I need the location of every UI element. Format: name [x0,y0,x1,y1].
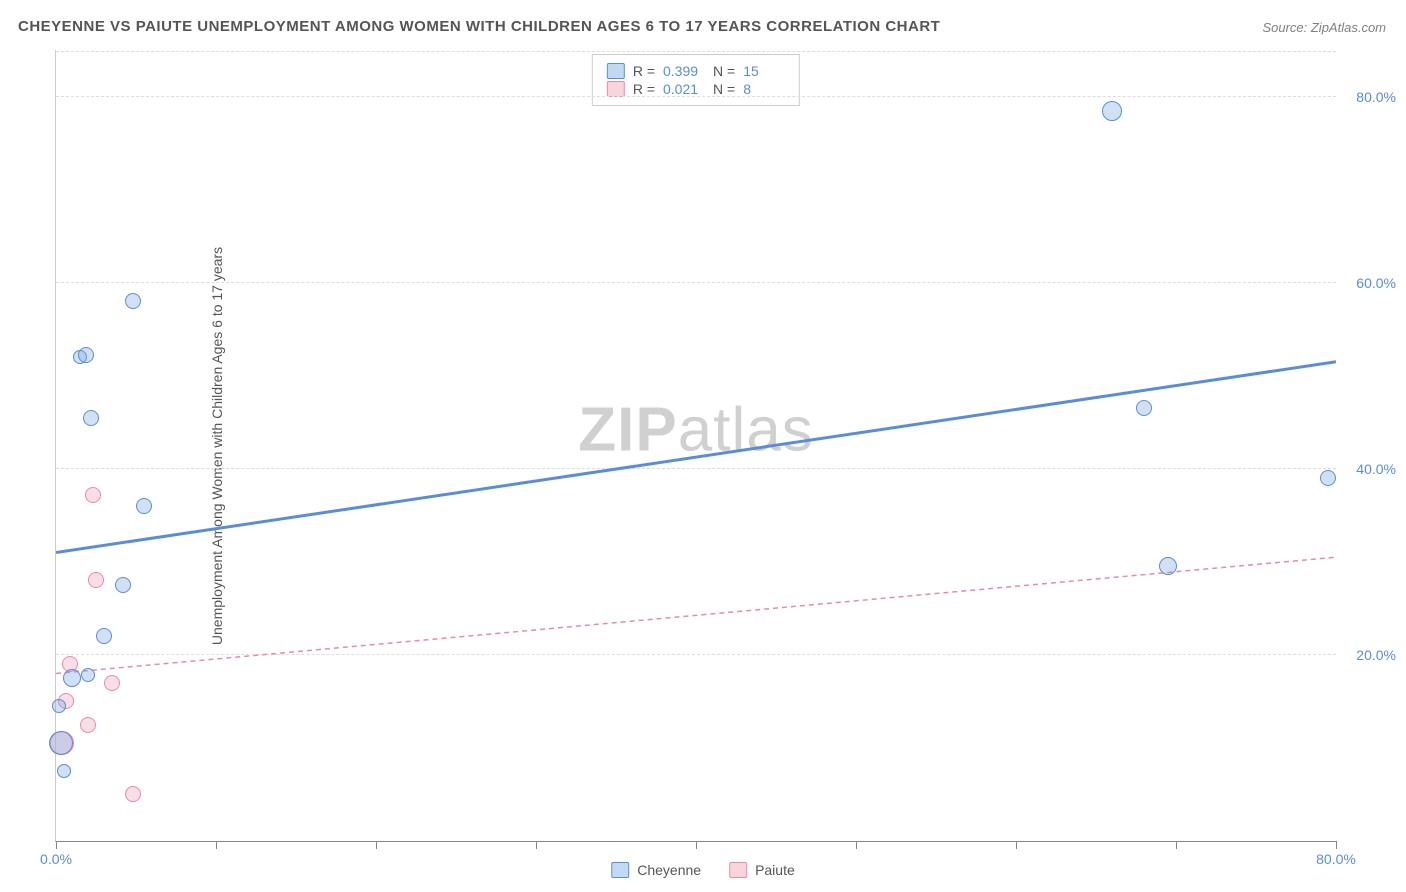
gridline [56,96,1336,97]
data-point [83,410,99,426]
data-point [115,577,131,593]
gridline [56,654,1336,655]
data-point [88,572,104,588]
watermark-zip: ZIP [578,395,677,464]
watermark-atlas: atlas [678,395,814,464]
legend-label: Cheyenne [637,862,701,878]
y-tick-label: 80.0% [1356,89,1396,105]
chart-title: CHEYENNE VS PAIUTE UNEMPLOYMENT AMONG WO… [18,18,940,35]
legend-item: Cheyenne [611,862,701,878]
data-point [49,731,73,755]
gridline [56,51,1336,52]
swatch-blue-icon [607,63,625,79]
x-tick [1336,841,1337,849]
x-tick [56,841,57,849]
n-label: N = [713,63,735,79]
x-tick-label: 0.0% [40,851,72,867]
data-point [57,764,71,778]
data-point [136,498,152,514]
trendlines [56,50,1336,841]
y-tick-label: 40.0% [1356,461,1396,477]
data-point [1102,101,1122,121]
x-tick [376,841,377,849]
trend-line [56,557,1336,673]
data-point [125,293,141,309]
x-tick [696,841,697,849]
data-point [63,669,81,687]
watermark: ZIPatlas [578,394,813,465]
swatch-pink-icon [729,862,747,878]
r-value: 0.399 [663,63,705,79]
data-point [96,628,112,644]
swatch-blue-icon [611,862,629,878]
r-label: R = [633,63,655,79]
legend-series: Cheyenne Paiute [611,862,795,878]
x-tick [216,841,217,849]
x-tick [536,841,537,849]
data-point [78,347,94,363]
legend-row: R = 0.399 N = 15 [607,63,785,79]
n-value: 15 [743,63,785,79]
x-tick [1176,841,1177,849]
x-tick [1016,841,1017,849]
y-tick-label: 20.0% [1356,647,1396,663]
trend-line [56,362,1336,553]
data-point [125,786,141,802]
data-point [80,717,96,733]
plot-area: ZIPatlas R = 0.399 N = 15 R = 0.021 N = … [55,50,1336,842]
data-point [52,699,66,713]
x-tick [856,841,857,849]
legend-label: Paiute [755,862,795,878]
source-label: Source: ZipAtlas.com [1262,20,1386,35]
data-point [1136,400,1152,416]
data-point [104,675,120,691]
x-tick-label: 80.0% [1316,851,1356,867]
y-tick-label: 60.0% [1356,275,1396,291]
data-point [1320,470,1336,486]
data-point [1159,557,1177,575]
data-point [85,487,101,503]
data-point [81,668,95,682]
gridline [56,468,1336,469]
legend-stats: R = 0.399 N = 15 R = 0.021 N = 8 [592,54,800,106]
gridline [56,282,1336,283]
legend-item: Paiute [729,862,795,878]
